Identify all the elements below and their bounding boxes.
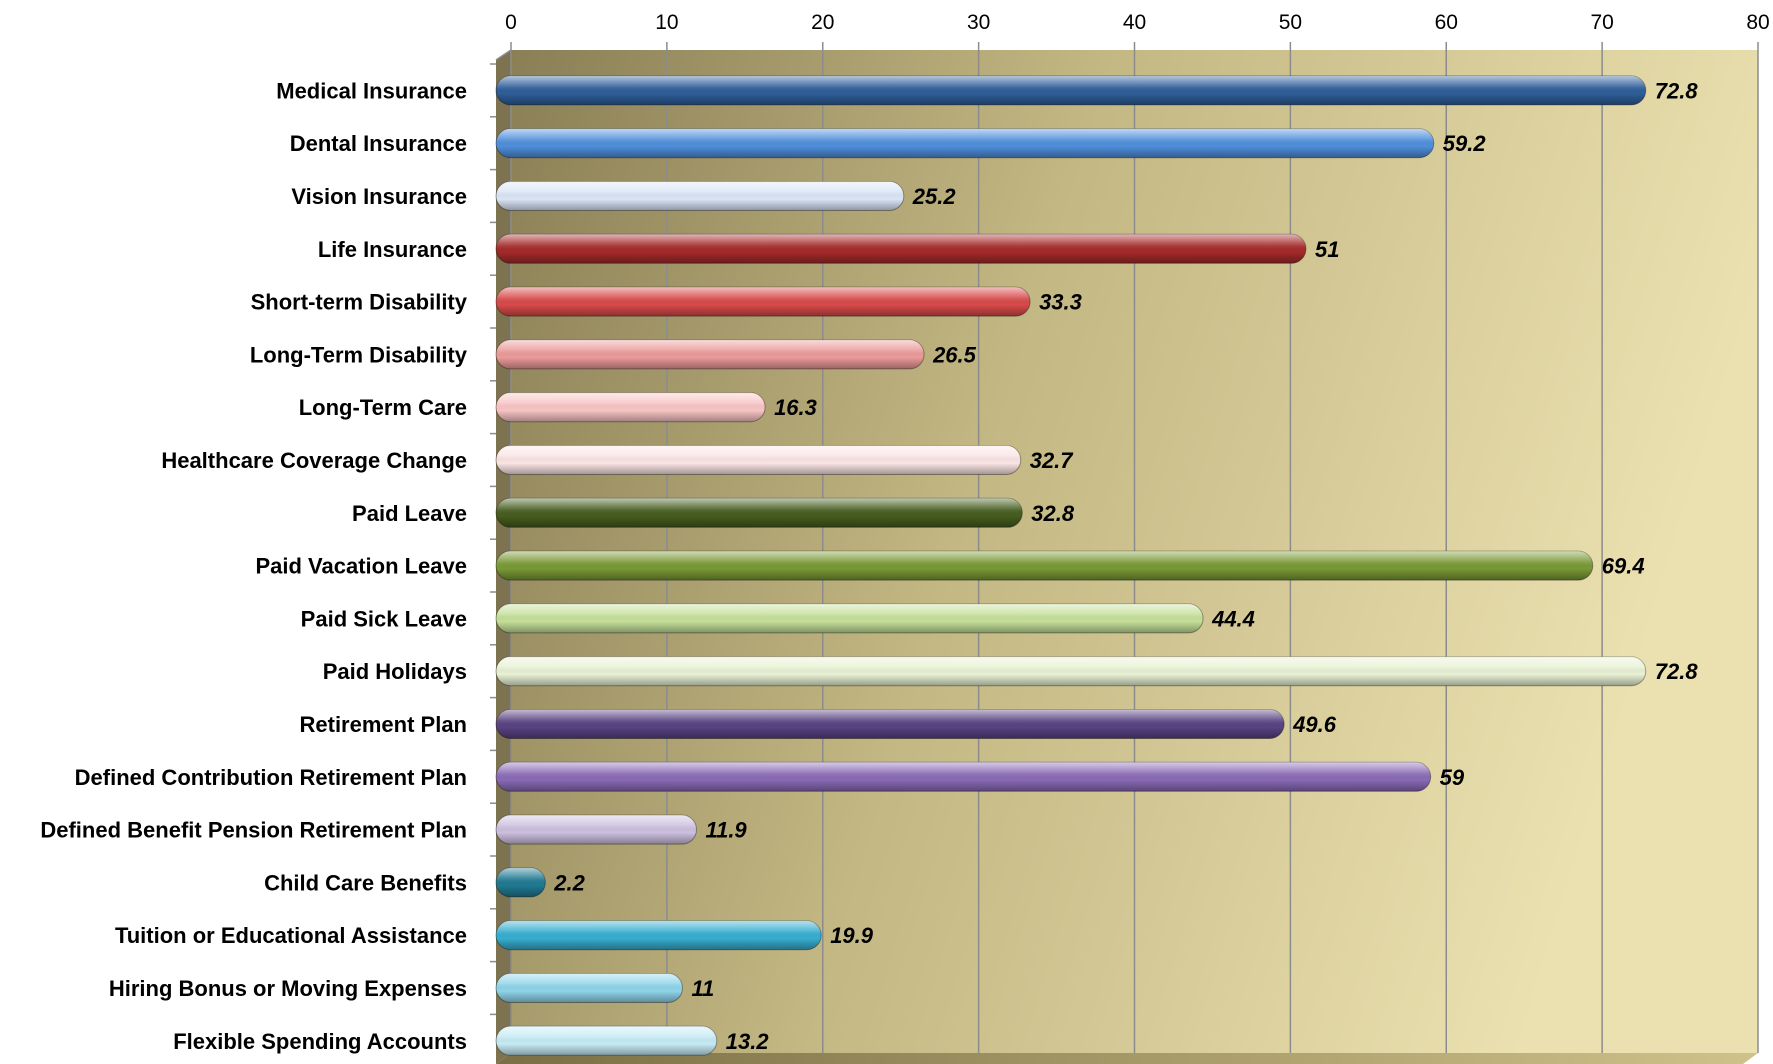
data-label: 51 bbox=[1315, 237, 1339, 262]
category-label: Paid Holidays bbox=[323, 659, 467, 684]
data-label: 32.8 bbox=[1031, 501, 1075, 526]
bar bbox=[495, 709, 1285, 739]
category-label: Retirement Plan bbox=[300, 712, 468, 737]
data-label: 32.7 bbox=[1030, 448, 1075, 473]
data-label: 11 bbox=[691, 976, 714, 1001]
x-tick-label: 20 bbox=[811, 11, 834, 34]
bar-highlight bbox=[496, 551, 1593, 581]
bar bbox=[495, 445, 1022, 475]
data-label: 25.2 bbox=[912, 184, 957, 209]
bar bbox=[495, 550, 1594, 581]
bar bbox=[495, 339, 925, 370]
category-label: Healthcare Coverage Change bbox=[161, 448, 467, 473]
x-tick-label: 50 bbox=[1279, 11, 1302, 34]
data-label: 44.4 bbox=[1211, 606, 1255, 631]
category-label: Vision Insurance bbox=[291, 184, 467, 209]
data-label: 13.2 bbox=[726, 1029, 770, 1054]
bar bbox=[495, 75, 1647, 106]
category-label: Long-Term Care bbox=[299, 395, 467, 420]
data-label: 59.2 bbox=[1443, 131, 1487, 156]
category-label: Hiring Bonus or Moving Expenses bbox=[109, 976, 467, 1001]
data-label: 33.3 bbox=[1039, 290, 1082, 315]
bar-highlight bbox=[496, 445, 1021, 475]
data-label: 72.8 bbox=[1655, 659, 1699, 684]
bar-highlight bbox=[496, 392, 766, 422]
bar bbox=[495, 920, 822, 951]
bar-highlight bbox=[496, 1026, 717, 1056]
category-label: Defined Contribution Retirement Plan bbox=[75, 765, 467, 790]
data-label: 69.4 bbox=[1602, 554, 1645, 579]
category-label: Defined Benefit Pension Retirement Plan bbox=[40, 818, 467, 843]
value-labels: 72.8 59.2 25.2 51 33.3 26.5 16.3 32.7 32.8 69.4 44… bbox=[553, 78, 1698, 1053]
data-label: 72.8 bbox=[1655, 78, 1699, 103]
bar bbox=[495, 286, 1031, 317]
bar-highlight bbox=[496, 656, 1646, 686]
bar bbox=[495, 656, 1647, 687]
x-tick-label: 80 bbox=[1746, 11, 1769, 34]
bar bbox=[495, 1025, 718, 1056]
data-label: 59 bbox=[1440, 765, 1465, 790]
bar-highlight bbox=[496, 709, 1285, 739]
category-label: Short-term Disability bbox=[251, 290, 468, 315]
data-label: 19.9 bbox=[830, 923, 874, 948]
bar-highlight bbox=[496, 603, 1204, 633]
bar bbox=[495, 233, 1307, 264]
bar-highlight bbox=[496, 762, 1431, 792]
category-label: Life Insurance bbox=[318, 237, 467, 262]
bar-highlight bbox=[496, 920, 822, 950]
x-tick-label: 40 bbox=[1123, 11, 1146, 34]
data-label: 49.6 bbox=[1292, 712, 1337, 737]
bar-highlight bbox=[496, 973, 683, 1003]
category-label: Paid Sick Leave bbox=[301, 606, 467, 631]
bar bbox=[495, 973, 683, 1003]
category-label: Dental Insurance bbox=[290, 131, 467, 156]
bar-highlight bbox=[496, 75, 1646, 105]
plot-floor bbox=[496, 1053, 1758, 1064]
bar bbox=[495, 497, 1023, 528]
category-label: Paid Leave bbox=[352, 501, 467, 526]
category-label: Child Care Benefits bbox=[264, 870, 467, 895]
data-label: 16.3 bbox=[774, 395, 817, 420]
data-label: 11.9 bbox=[705, 818, 747, 843]
bar bbox=[495, 603, 1204, 634]
category-label: Medical Insurance bbox=[276, 78, 467, 103]
bar-highlight bbox=[496, 234, 1306, 264]
bar-highlight bbox=[496, 867, 546, 897]
category-label: Long-Term Disability bbox=[250, 342, 468, 367]
category-label: Paid Vacation Leave bbox=[255, 554, 467, 579]
x-tick-label: 30 bbox=[967, 11, 990, 34]
axis-edge bbox=[495, 49, 512, 61]
category-labels: Medical Insurance Dental Insurance Vision … bbox=[40, 63, 496, 1054]
data-label: 2.2 bbox=[553, 870, 585, 895]
data-label: 26.5 bbox=[932, 342, 977, 367]
bar-highlight bbox=[496, 815, 697, 845]
bar bbox=[495, 867, 546, 898]
bar-series bbox=[495, 75, 1647, 1056]
bar bbox=[495, 181, 905, 211]
x-axis-ticks: 0 10 20 30 40 50 60 70 80 bbox=[505, 11, 1770, 50]
x-tick-label: 60 bbox=[1435, 11, 1458, 34]
bar-highlight bbox=[496, 287, 1031, 317]
x-tick-label: 0 bbox=[505, 11, 517, 34]
bar bbox=[495, 128, 1435, 159]
bar bbox=[495, 392, 766, 423]
bar-highlight bbox=[496, 339, 925, 369]
bar bbox=[495, 814, 697, 845]
bar-highlight bbox=[496, 181, 904, 211]
category-label: Flexible Spending Accounts bbox=[173, 1029, 467, 1054]
bar-highlight bbox=[496, 498, 1023, 528]
category-label: Tuition or Educational Assistance bbox=[115, 923, 467, 948]
bar bbox=[495, 761, 1432, 792]
x-tick-label: 10 bbox=[655, 11, 678, 34]
bar-highlight bbox=[496, 128, 1434, 158]
x-tick-label: 70 bbox=[1590, 11, 1613, 34]
